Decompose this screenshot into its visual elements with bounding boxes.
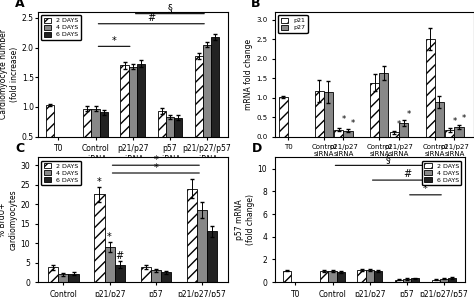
- Bar: [120, 65, 128, 166]
- Bar: [390, 132, 399, 137]
- Bar: [197, 210, 207, 282]
- Bar: [337, 272, 345, 282]
- Y-axis label: Cardiomyocyte number
(fold increase): Cardiomyocyte number (fold increase): [0, 29, 19, 119]
- Bar: [344, 131, 353, 137]
- Bar: [48, 267, 58, 282]
- Bar: [357, 270, 365, 282]
- Bar: [320, 271, 328, 282]
- Bar: [399, 123, 408, 137]
- Bar: [440, 279, 448, 282]
- Bar: [128, 67, 137, 166]
- Bar: [324, 92, 333, 137]
- Bar: [68, 274, 79, 282]
- Text: #: #: [147, 13, 155, 23]
- Text: A: A: [15, 0, 25, 10]
- Legend: 2 DAYS, 4 DAYS, 6 DAYS: 2 DAYS, 4 DAYS, 6 DAYS: [41, 161, 81, 185]
- Text: *: *: [407, 110, 411, 119]
- Bar: [370, 83, 379, 137]
- Text: §: §: [167, 3, 173, 13]
- Text: *: *: [351, 119, 356, 128]
- Bar: [161, 272, 171, 282]
- Text: *: *: [452, 117, 456, 126]
- Bar: [94, 195, 104, 282]
- Bar: [379, 73, 389, 137]
- Bar: [91, 109, 100, 166]
- Bar: [365, 270, 374, 282]
- Bar: [283, 271, 292, 282]
- Bar: [334, 129, 344, 137]
- Bar: [203, 45, 211, 166]
- Bar: [58, 274, 68, 282]
- Bar: [279, 97, 288, 137]
- Text: 6 Days: 6 Days: [433, 218, 456, 224]
- Text: #: #: [403, 169, 411, 179]
- Text: *: *: [423, 184, 428, 194]
- Bar: [455, 127, 464, 137]
- Text: §: §: [386, 154, 391, 164]
- Text: *: *: [341, 115, 346, 124]
- Y-axis label: mRNA fold change: mRNA fold change: [244, 39, 253, 110]
- Bar: [374, 271, 382, 282]
- Bar: [207, 231, 218, 282]
- Bar: [448, 278, 456, 282]
- Bar: [187, 189, 197, 282]
- Y-axis label: p57 mRNA
(fold change): p57 mRNA (fold change): [236, 194, 255, 245]
- Bar: [445, 129, 455, 137]
- Bar: [328, 271, 337, 282]
- Bar: [174, 118, 182, 166]
- Bar: [426, 39, 435, 137]
- Bar: [100, 112, 108, 166]
- Legend: 2 DAYS, 4 DAYS, 6 DAYS: 2 DAYS, 4 DAYS, 6 DAYS: [422, 161, 461, 185]
- Text: 2 Days: 2 Days: [322, 218, 346, 224]
- Text: *: *: [97, 177, 102, 187]
- Text: *: *: [154, 155, 158, 165]
- Bar: [46, 105, 55, 166]
- Bar: [435, 102, 444, 137]
- Bar: [83, 109, 91, 166]
- Legend: p21, p27: p21, p27: [278, 15, 308, 33]
- Text: *: *: [397, 120, 401, 129]
- Bar: [315, 91, 324, 137]
- Bar: [411, 278, 419, 282]
- Bar: [151, 271, 161, 282]
- Bar: [211, 37, 219, 166]
- Text: B: B: [251, 0, 261, 10]
- Bar: [141, 267, 151, 282]
- Bar: [403, 279, 411, 282]
- Bar: [166, 117, 174, 166]
- Text: 4 Days: 4 Days: [377, 218, 401, 224]
- Bar: [195, 56, 203, 166]
- Bar: [395, 280, 403, 282]
- Text: *: *: [462, 114, 466, 123]
- Y-axis label: % BrdU+
cardiomyocytes: % BrdU+ cardiomyocytes: [0, 189, 18, 250]
- Text: *: *: [112, 36, 117, 46]
- Bar: [432, 280, 440, 282]
- Bar: [115, 265, 125, 282]
- Bar: [104, 247, 115, 282]
- Text: *: *: [154, 163, 158, 173]
- Bar: [137, 64, 145, 166]
- Legend: 2 DAYS, 4 DAYS, 6 DAYS: 2 DAYS, 4 DAYS, 6 DAYS: [41, 15, 81, 40]
- Text: C: C: [15, 143, 24, 155]
- Text: #: #: [116, 252, 124, 261]
- Bar: [158, 111, 166, 166]
- Text: *: *: [107, 232, 112, 242]
- Text: D: D: [252, 143, 263, 155]
